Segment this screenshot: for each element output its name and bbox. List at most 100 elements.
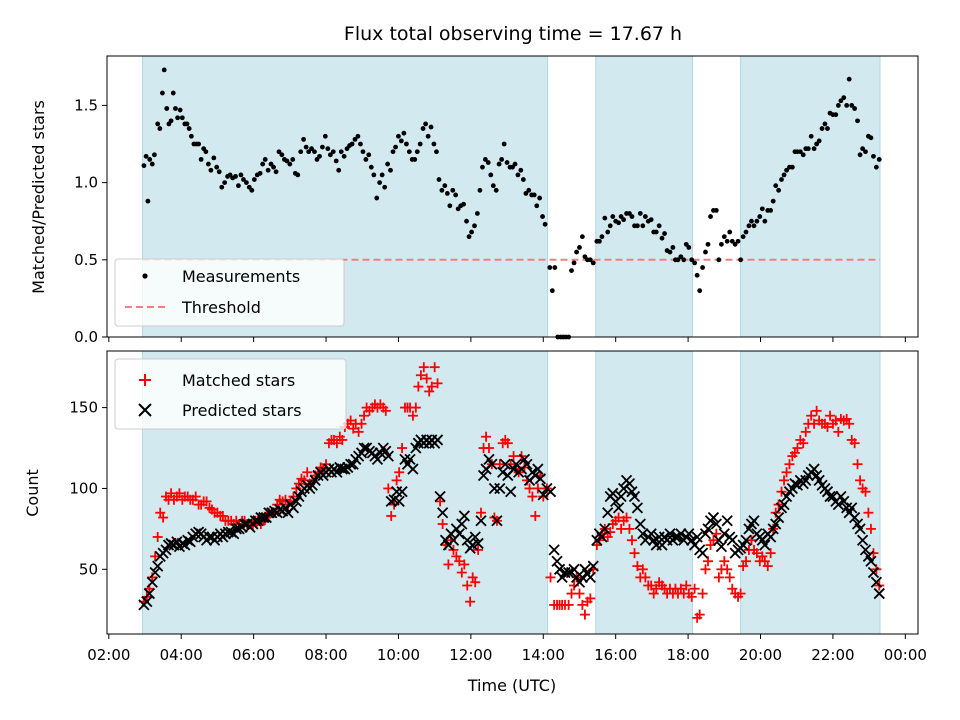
matched-point [394, 467, 405, 478]
measurement-point [177, 107, 183, 113]
matched-point [722, 564, 733, 575]
predicted-point [385, 495, 397, 508]
observing-window [740, 350, 881, 635]
predicted-point [584, 571, 596, 584]
measurement-point [692, 260, 698, 266]
measurement-point [423, 121, 429, 127]
measurement-point [703, 249, 708, 255]
measurement-point [499, 157, 505, 162]
matched-point [470, 577, 481, 588]
measurement-point [648, 217, 654, 223]
measurement-point [501, 141, 507, 147]
predicted-point [486, 458, 498, 470]
measurement-point [428, 124, 434, 130]
matched-point [432, 378, 443, 389]
predicted-point [631, 502, 644, 514]
measurement-point [159, 90, 165, 96]
matched-point [502, 438, 513, 449]
measurement-point [596, 238, 602, 244]
predicted-point [149, 566, 161, 579]
predicted-point [152, 560, 164, 572]
matched-point [383, 483, 394, 494]
predicted-point [696, 547, 709, 559]
measurement-point [472, 223, 477, 229]
measurement-point [333, 158, 339, 164]
measurement-point [184, 121, 190, 127]
count-y-axis-label: Count [23, 469, 42, 517]
measurement-point [306, 149, 312, 155]
measurement-point [149, 161, 155, 167]
matched-point [459, 559, 470, 570]
predicted-point [759, 539, 771, 551]
measurement-point [276, 149, 282, 155]
measurement-point [868, 135, 874, 141]
measurement-point [398, 138, 404, 144]
matched-point [505, 459, 516, 470]
predicted-point [637, 528, 649, 540]
measurement-point [552, 265, 558, 270]
measurement-point [577, 245, 582, 250]
predicted-point [453, 528, 465, 540]
measurement-point [789, 164, 795, 170]
legend-measurements-marker [142, 273, 148, 279]
measurement-point [616, 220, 621, 226]
predicted-point [718, 528, 730, 540]
measurement-point [352, 136, 358, 142]
matched-point [626, 535, 637, 546]
measurement-point [678, 254, 684, 260]
matched-point [418, 362, 429, 373]
measurement-point [835, 103, 841, 108]
predicted-point [854, 523, 866, 535]
matched-point [429, 362, 440, 373]
matched-point [621, 512, 632, 523]
measurement-point [708, 214, 713, 219]
measurement-point [214, 164, 220, 170]
measurement-point [152, 152, 157, 158]
matched-point [806, 410, 817, 421]
predicted-point [553, 563, 566, 575]
measurement-point [537, 195, 543, 201]
measurement-point [849, 103, 855, 108]
matched-point [800, 426, 811, 437]
predicted-point [358, 442, 370, 454]
measurement-point [360, 149, 366, 155]
measurement-point [735, 238, 741, 244]
matched-point [719, 556, 730, 567]
measurement-point [377, 180, 383, 186]
measurement-point [746, 223, 752, 229]
measurement-point [265, 167, 271, 173]
predicted-point [491, 515, 503, 527]
predicted-point [849, 511, 861, 524]
measurement-point [366, 152, 372, 158]
measurement-point [379, 172, 385, 178]
measurement-point [719, 241, 724, 247]
matched-point [724, 572, 735, 583]
predicted-point [287, 502, 300, 514]
ratio-y-axis-label: Matched/Predicted stars [29, 100, 48, 294]
legend-predicted-label: Predicted stars [182, 401, 302, 420]
matched-point [545, 572, 556, 583]
measurement-point [298, 149, 304, 155]
measurement-point [431, 141, 437, 147]
matched-point [465, 596, 476, 607]
legend-predicted-marker [138, 403, 152, 417]
matched-point [356, 418, 367, 429]
predicted-point [141, 596, 153, 608]
matched-point [632, 561, 643, 572]
observing-window [595, 55, 693, 338]
predicted-point [865, 555, 877, 567]
predicted-point [645, 528, 657, 540]
legend-matched-marker [139, 374, 151, 386]
matched-point [833, 426, 844, 437]
matched-point [822, 422, 833, 433]
predicted-point [702, 523, 714, 535]
count-panel: 02:00 04:00 06:00 08:00 10:00 12:00 14:00 16:00… [23, 350, 927, 664]
predicted-point [859, 544, 872, 556]
measurement-point [819, 126, 825, 131]
y-tick-label: 0.0 [74, 328, 98, 346]
measurement-point [203, 149, 209, 155]
measurement-point [770, 198, 776, 204]
measurement-point [732, 241, 738, 247]
matched-point [577, 599, 588, 610]
measurement-point [303, 144, 309, 150]
